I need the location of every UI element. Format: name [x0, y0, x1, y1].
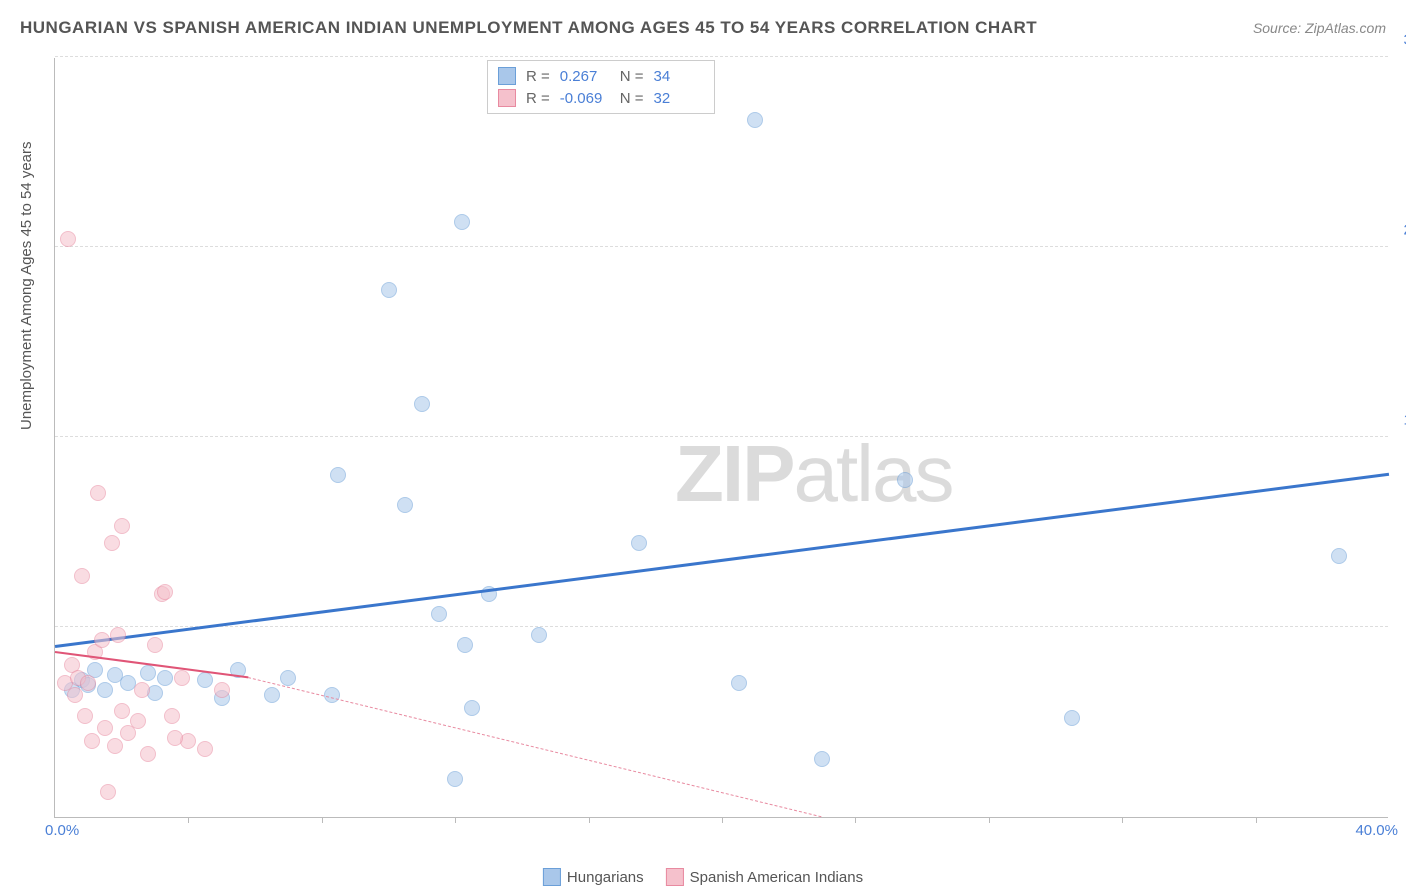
chart-container: HUNGARIAN VS SPANISH AMERICAN INDIAN UNE…: [0, 0, 1406, 892]
scatter-point: [280, 670, 296, 686]
swatch-series2: [498, 89, 516, 107]
scatter-point: [107, 738, 123, 754]
trend-line: [248, 677, 822, 817]
n-value-series2: 32: [654, 90, 704, 107]
x-tick: [1122, 817, 1123, 823]
chart-title: HUNGARIAN VS SPANISH AMERICAN INDIAN UNE…: [20, 18, 1037, 38]
scatter-point: [147, 637, 163, 653]
scatter-point: [90, 485, 106, 501]
scatter-point: [174, 670, 190, 686]
trend-line: [55, 473, 1389, 648]
watermark-bold: ZIP: [675, 429, 793, 518]
y-axis-label: Unemployment Among Ages 45 to 54 years: [18, 141, 35, 430]
scatter-point: [414, 396, 430, 412]
x-tick: [589, 817, 590, 823]
scatter-point: [94, 632, 110, 648]
legend-label-series2: Spanish American Indians: [690, 869, 863, 886]
scatter-point: [147, 685, 163, 701]
scatter-point: [110, 627, 126, 643]
scatter-point: [1331, 548, 1347, 564]
title-bar: HUNGARIAN VS SPANISH AMERICAN INDIAN UNE…: [20, 18, 1386, 38]
scatter-point: [1064, 710, 1080, 726]
x-tick: [855, 817, 856, 823]
scatter-point: [134, 682, 150, 698]
plot-area: ZIPatlas R = 0.267 N = 34 R = -0.069 N =…: [54, 58, 1388, 818]
r-label: R =: [526, 68, 550, 85]
scatter-point: [531, 627, 547, 643]
scatter-point: [130, 713, 146, 729]
scatter-point: [67, 687, 83, 703]
x-tick: [1256, 817, 1257, 823]
y-tick-label: 15.0%: [1396, 412, 1406, 429]
scatter-point: [631, 535, 647, 551]
scatter-point: [197, 741, 213, 757]
scatter-point: [731, 675, 747, 691]
x-origin-label: 0.0%: [45, 822, 79, 839]
x-max-label: 40.0%: [1355, 822, 1398, 839]
scatter-point: [447, 771, 463, 787]
scatter-point: [74, 568, 90, 584]
gridline: [55, 246, 1388, 247]
watermark-rest: atlas: [793, 429, 952, 518]
n-label: N =: [620, 90, 644, 107]
scatter-point: [180, 733, 196, 749]
source-attribution: Source: ZipAtlas.com: [1253, 20, 1386, 36]
x-tick: [188, 817, 189, 823]
x-tick: [989, 817, 990, 823]
scatter-point: [264, 687, 280, 703]
scatter-point: [464, 700, 480, 716]
scatter-point: [164, 708, 180, 724]
scatter-point: [104, 535, 120, 551]
gridline: [55, 436, 1388, 437]
scatter-point: [330, 467, 346, 483]
x-tick: [455, 817, 456, 823]
scatter-point: [97, 682, 113, 698]
scatter-point: [167, 730, 183, 746]
y-tick-label: 30.0%: [1396, 32, 1406, 49]
scatter-point: [114, 703, 130, 719]
scatter-point: [397, 497, 413, 513]
bottom-legend: Hungarians Spanish American Indians: [543, 868, 863, 886]
scatter-point: [157, 584, 173, 600]
gridline: [55, 56, 1388, 57]
r-value-series2: -0.069: [560, 90, 610, 107]
y-tick-label: 22.5%: [1396, 222, 1406, 239]
scatter-point: [747, 112, 763, 128]
r-value-series1: 0.267: [560, 68, 610, 85]
scatter-point: [100, 784, 116, 800]
scatter-point: [97, 720, 113, 736]
x-tick: [722, 817, 723, 823]
scatter-point: [140, 665, 156, 681]
n-value-series1: 34: [654, 68, 704, 85]
swatch-series1: [498, 67, 516, 85]
scatter-point: [84, 733, 100, 749]
stats-legend-box: R = 0.267 N = 34 R = -0.069 N = 32: [487, 60, 715, 114]
scatter-point: [214, 682, 230, 698]
legend-item-series2: Spanish American Indians: [666, 868, 863, 886]
scatter-point: [114, 518, 130, 534]
r-label: R =: [526, 90, 550, 107]
stats-row-series1: R = 0.267 N = 34: [498, 65, 704, 87]
scatter-point: [80, 675, 96, 691]
legend-item-series1: Hungarians: [543, 868, 644, 886]
stats-row-series2: R = -0.069 N = 32: [498, 87, 704, 109]
gridline: [55, 626, 1388, 627]
scatter-point: [60, 231, 76, 247]
scatter-point: [454, 214, 470, 230]
legend-swatch-series1: [543, 868, 561, 886]
legend-label-series1: Hungarians: [567, 869, 644, 886]
scatter-point: [140, 746, 156, 762]
scatter-point: [897, 472, 913, 488]
scatter-point: [457, 637, 473, 653]
x-tick: [322, 817, 323, 823]
scatter-point: [157, 670, 173, 686]
n-label: N =: [620, 68, 644, 85]
y-tick-label: 7.5%: [1396, 602, 1406, 619]
scatter-point: [431, 606, 447, 622]
scatter-point: [197, 672, 213, 688]
legend-swatch-series2: [666, 868, 684, 886]
scatter-point: [814, 751, 830, 767]
scatter-point: [77, 708, 93, 724]
scatter-point: [381, 282, 397, 298]
